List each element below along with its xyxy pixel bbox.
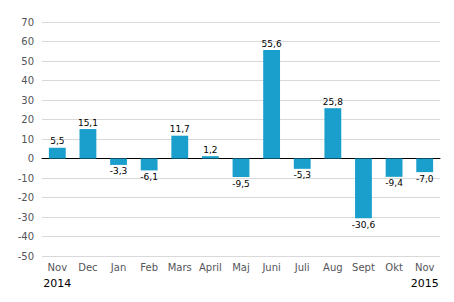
svg-text:25,8: 25,8 [323, 97, 343, 107]
svg-text:Dec: Dec [78, 262, 97, 273]
svg-text:-9,5: -9,5 [232, 179, 250, 189]
svg-text:Juli: Juli [294, 262, 310, 273]
svg-text:Okt: Okt [385, 262, 403, 273]
svg-text:-3,3: -3,3 [110, 166, 128, 176]
svg-text:-30: -30 [18, 212, 34, 223]
svg-text:60: 60 [21, 36, 34, 47]
svg-text:Aug: Aug [323, 262, 343, 273]
svg-text:-50: -50 [18, 251, 34, 262]
svg-text:Maj: Maj [232, 262, 250, 273]
svg-text:50: 50 [21, 56, 34, 67]
svg-text:0: 0 [28, 153, 34, 164]
svg-text:-30,6: -30,6 [352, 220, 376, 230]
svg-text:-40: -40 [18, 231, 34, 242]
svg-text:-7,0: -7,0 [416, 174, 434, 184]
svg-text:-10: -10 [18, 173, 34, 184]
svg-text:40: 40 [21, 75, 34, 86]
svg-text:20: 20 [21, 114, 34, 125]
svg-text:1,2: 1,2 [203, 145, 217, 155]
svg-text:2014: 2014 [43, 277, 71, 290]
svg-text:-9,4: -9,4 [385, 178, 403, 188]
svg-text:11,7: 11,7 [170, 124, 190, 134]
svg-text:10: 10 [21, 134, 34, 145]
svg-text:70: 70 [21, 17, 34, 28]
svg-text:-6,1: -6,1 [140, 172, 158, 182]
svg-text:-20: -20 [18, 192, 34, 203]
svg-text:-5,3: -5,3 [293, 170, 311, 180]
svg-text:Jan: Jan [110, 262, 126, 273]
svg-text:Nov: Nov [415, 262, 435, 273]
svg-text:Juni: Juni [261, 262, 280, 273]
svg-text:Nov: Nov [48, 262, 68, 273]
svg-text:5,5: 5,5 [50, 136, 64, 146]
svg-text:Mars: Mars [168, 262, 192, 273]
svg-text:30: 30 [21, 95, 34, 106]
svg-text:2015: 2015 [411, 277, 439, 290]
svg-text:April: April [199, 262, 222, 273]
svg-text:Sept: Sept [352, 262, 375, 273]
svg-text:Feb: Feb [140, 262, 158, 273]
svg-text:15,1: 15,1 [78, 118, 98, 128]
svg-text:55,6: 55,6 [262, 39, 282, 49]
